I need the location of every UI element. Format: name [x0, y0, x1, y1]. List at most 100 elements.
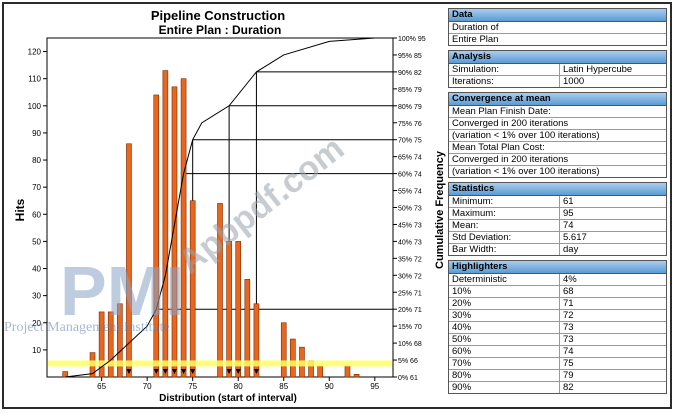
percentile-marker: [235, 369, 241, 374]
x-tick-label: 70: [143, 382, 152, 391]
histogram-bar: [62, 371, 69, 378]
histogram-bar: [317, 365, 323, 378]
statistics-header: Statistics: [449, 183, 666, 196]
histogram-bar: [235, 241, 242, 378]
y2-tick-label: 5% 66: [398, 358, 418, 365]
highlighter-row: 20% 71: [449, 298, 666, 310]
histogram-bar: [353, 373, 360, 378]
data-line-2: Entire Plan: [452, 34, 499, 45]
highlighters-section: Highlighters Deterministic 4% 10% 68 20% 71…: [448, 260, 667, 394]
histogram-bar: [217, 203, 223, 378]
data-line-1: Duration of: [452, 22, 499, 33]
x-tick-label: 65: [97, 382, 106, 391]
x-tick-label: 90: [325, 382, 334, 391]
y2-tick-label: 100% 95: [398, 36, 426, 43]
highlighters-header: Highlighters: [449, 261, 666, 274]
histogram-bar: [344, 365, 351, 378]
highlighter-row: 40% 73: [449, 322, 666, 334]
histogram-bar: [107, 311, 114, 378]
chart-subtitle: Entire Plan : Duration: [159, 23, 282, 37]
y-tick-label: 120: [28, 48, 42, 57]
stats-panel: Data Duration of Entire Plan Analysis Si…: [448, 8, 667, 398]
analysis-row: Iterations: 1000: [449, 76, 666, 87]
highlighter-row: 30% 72: [449, 310, 666, 322]
y2-tick-label: 65% 74: [398, 155, 422, 162]
histogram-bar: [153, 94, 160, 378]
y-tick-label: 110: [28, 75, 41, 84]
highlighter-row: Deterministic 4%: [449, 274, 666, 286]
highlighter-row: 60% 74: [449, 346, 666, 358]
stat-row: Std Deviation: 5.617: [449, 232, 666, 244]
histogram-bar: [171, 86, 178, 378]
stat-row: Mean: 74: [449, 220, 666, 232]
histogram-bar: [126, 143, 132, 378]
histogram-bar: [280, 322, 287, 378]
y-axis-label: Hits: [13, 198, 27, 221]
cumulative-curve: [65, 37, 375, 378]
histogram-bar: [189, 200, 196, 378]
convergence-line: Mean Plan Finish Date:: [452, 106, 551, 117]
stat-row: Maximum: 95: [449, 208, 666, 220]
data-section: Data Duration of Entire Plan: [448, 8, 667, 46]
convergence-line: Converged in 200 iterations: [452, 154, 569, 165]
stat-row: Bar Width: day: [449, 244, 666, 255]
stat-row: Minimum: 61: [449, 196, 666, 208]
y2-tick-label: 15% 70: [398, 324, 422, 331]
x-tick-label: 95: [370, 382, 379, 391]
y-tick-label: 80: [32, 156, 41, 165]
y2-tick-label: 70% 75: [398, 138, 422, 145]
histogram-bar: [117, 303, 123, 378]
y2-tick-label: 45% 73: [398, 222, 422, 229]
convergence-header: Convergence at mean: [449, 93, 666, 106]
histogram-bar: [253, 303, 260, 378]
y-tick-label: 50: [32, 237, 41, 246]
x-tick-label: 85: [279, 382, 288, 391]
y-tick-label: 30: [32, 292, 41, 301]
y2-tick-label: 35% 72: [398, 256, 422, 263]
y2-tick-label: 0% 61: [398, 375, 418, 382]
y-tick-label: 20: [32, 319, 41, 328]
y-tick-label: 60: [32, 210, 41, 219]
histogram-bar: [180, 78, 187, 378]
highlighter-row: 10% 68: [449, 286, 666, 298]
convergence-line: Mean Total Plan Cost:: [452, 142, 545, 153]
histogram-bar: [226, 241, 232, 378]
x-axis-label: Distribution (start of interval): [159, 393, 297, 404]
percentile-marker: [153, 369, 159, 374]
y2-tick-label: 40% 73: [398, 239, 422, 246]
convergence-section: Convergence at mean Mean Plan Finish Dat…: [448, 92, 667, 178]
y-tick-label: 10: [32, 346, 41, 355]
y-tick-label: 100: [28, 102, 42, 111]
y2-tick-label: 60% 74: [398, 172, 422, 179]
chart-title: Pipeline Construction: [151, 8, 285, 23]
percentile-marker: [126, 369, 132, 374]
histogram-bar: [290, 338, 296, 378]
y2-tick-label: 95% 85: [398, 53, 422, 60]
y2-tick-label: 85% 79: [398, 87, 422, 94]
plot-area: 10 20 30 40 50 60 70 80 90 100 110 120 65 70 75 80 85 90 9…: [28, 36, 426, 391]
highlighter-row: 50% 73: [449, 334, 666, 346]
y2-tick-label: 90% 82: [398, 70, 422, 77]
highlighter-row: 70% 75: [449, 358, 666, 370]
percentile-marker: [226, 369, 232, 374]
convergence-line: (variation < 1% over 100 iterations): [452, 166, 600, 177]
y2-tick-label: 75% 76: [398, 121, 422, 128]
x-tick-label: 80: [234, 382, 243, 391]
x-tick-label: 75: [188, 382, 197, 391]
percentile-marker: [190, 369, 196, 374]
analysis-section: Analysis Simulation: Latin Hypercube Iter…: [448, 50, 667, 88]
histogram-bar: [162, 70, 169, 378]
y2-tick-label: 55% 74: [398, 189, 422, 196]
y2-tick-label: 50% 73: [398, 206, 422, 213]
histogram-bar: [244, 279, 251, 378]
y2-tick-label: 80% 79: [398, 104, 422, 111]
y2-tick-label: 10% 68: [398, 341, 422, 348]
y2-tick-label: 30% 72: [398, 273, 422, 280]
percentile-marker: [162, 369, 168, 374]
y2-tick-label: 25% 71: [398, 290, 422, 297]
y2-tick-label: 20% 71: [398, 307, 422, 314]
pmi-logo-caption: Project Management Institute: [4, 320, 170, 335]
highlighter-row: 80% 79: [449, 370, 666, 382]
percentile-marker: [181, 369, 187, 374]
percentile-marker: [253, 369, 259, 374]
